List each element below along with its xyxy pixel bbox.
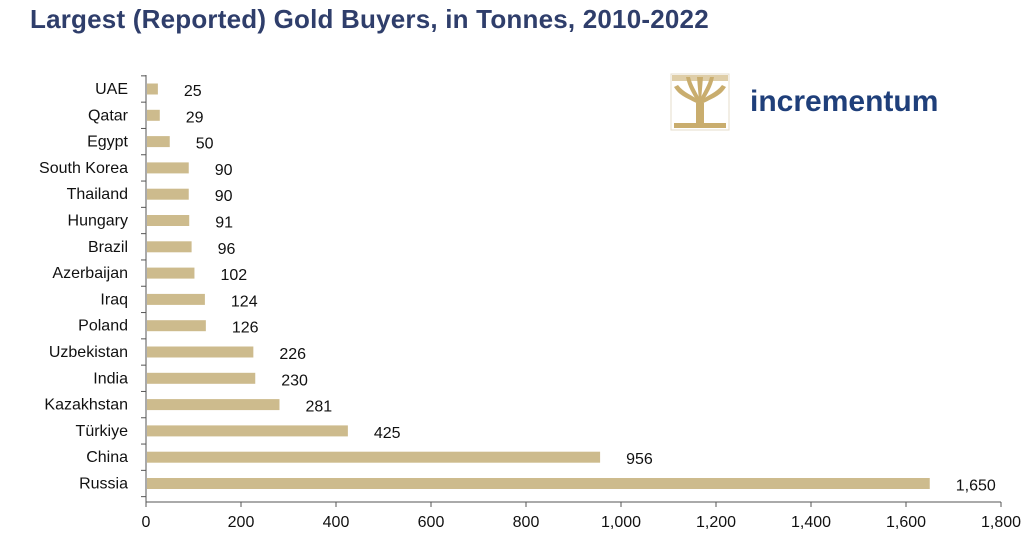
category-label: Poland [78,318,128,335]
x-tick-label: 1,600 [886,514,926,531]
bar [147,478,930,489]
x-tick-label: 1,200 [696,514,736,531]
data-label: 90 [215,162,233,179]
tree-icon [670,73,730,131]
data-label: 102 [220,267,247,284]
category-label: Hungary [68,213,128,230]
category-label: China [86,449,128,466]
x-tick-label: 200 [228,514,255,531]
x-tick-label: 1,400 [791,514,831,531]
data-label: 226 [279,346,306,363]
data-label: 91 [215,215,233,232]
category-label: Egypt [87,134,128,151]
data-label: 124 [231,293,258,310]
bar [147,372,256,384]
x-tick-label: 400 [323,514,350,531]
bar [147,215,190,226]
bar [147,83,158,95]
bar [147,267,195,279]
x-axis: 0 200 400 600 800 1,000 1,200 1,400 1,600 1,800 [141,75,1021,531]
bar [147,293,205,305]
data-label: 1,650 [956,478,996,495]
category-label: UAE [95,81,128,98]
bar [147,188,189,200]
bar [147,241,192,253]
category-label: India [93,370,128,387]
value-labels: 252950909091961021241262262302814259561,… [184,83,996,495]
x-tick-label: 1,800 [981,514,1021,531]
bar [147,425,348,437]
data-label: 425 [374,425,401,442]
x-tick-label: 1,000 [601,514,641,531]
data-label: 96 [218,241,236,258]
data-label: 126 [232,320,259,337]
x-tick-label: 0 [142,514,151,531]
bar [147,162,189,174]
x-tick-label: 800 [513,514,540,531]
data-label: 956 [626,451,653,468]
category-label: Russia [79,476,128,493]
category-label: South Korea [39,160,128,177]
bar [147,451,601,463]
chart-title: Largest (Reported) Gold Buyers, in Tonne… [30,4,709,34]
category-labels: UAE Qatar Egypt South Korea Thailand Hungary B… [39,81,129,493]
category-label: Qatar [88,107,129,124]
bars-layer [147,83,930,489]
bar [147,399,280,411]
category-label: Iraq [100,291,128,308]
data-label: 50 [196,136,214,153]
category-label: Kazakhstan [44,397,128,414]
category-label: Türkiye [76,423,129,440]
category-label: Thailand [67,186,128,203]
bar [147,320,206,332]
bar [147,109,160,121]
category-label: Uzbekistan [49,344,128,361]
data-label: 90 [215,188,233,205]
data-label: 230 [281,372,308,389]
x-tick-label: 600 [418,514,445,531]
bar [147,136,170,148]
category-label: Azerbaijan [52,265,128,282]
bar [147,346,254,358]
category-label: Brazil [88,239,128,256]
data-label: 25 [184,83,202,100]
logo-text: incrementum [750,85,939,118]
incrementum-logo: incrementum [670,73,938,131]
data-label: 281 [305,399,332,416]
data-label: 29 [186,109,204,126]
